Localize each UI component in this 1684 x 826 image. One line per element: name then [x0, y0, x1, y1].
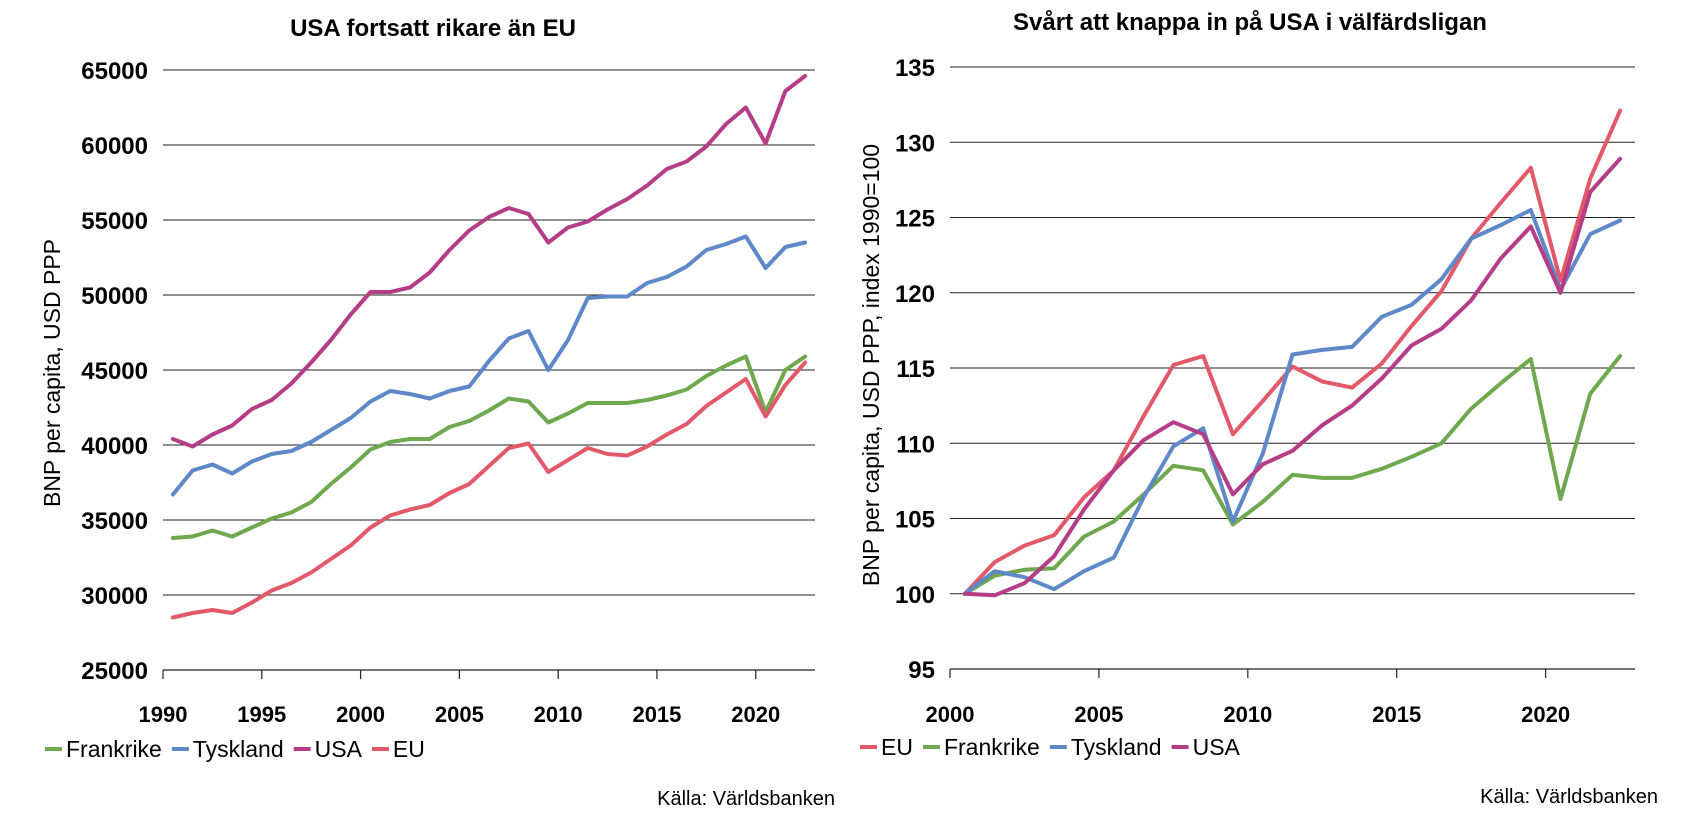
left-chart-x-tick-label: 2000: [336, 702, 385, 727]
left-chart-legend-item-tyskland: Tyskland: [171, 736, 284, 762]
left-chart-series-usa: [170, 74, 808, 449]
left-chart-y-tick-label: 45000: [81, 358, 148, 385]
left-chart-x-tick-label: 2010: [534, 702, 583, 727]
right-chart-title: Svårt att knappa in på USA i välfärdslig…: [1013, 9, 1487, 36]
left-chart-legend-label: Frankrike: [66, 736, 162, 762]
left-chart-legend-item-frankrike: Frankrike: [45, 736, 162, 762]
left-chart-x-tick-label: 1995: [237, 702, 286, 727]
left-chart-x-tick-label: 2005: [435, 702, 484, 727]
right-chart-series-eu: [962, 108, 1623, 596]
right-chart: Svårt att knappa in på USA i välfärdslig…: [858, 9, 1658, 808]
right-chart-y-tick-label: 115: [896, 356, 935, 383]
right-chart-source: Källa: Världsbanken: [1480, 786, 1658, 808]
right-chart-series-tyskland: [962, 208, 1623, 596]
left-chart-y-tick-label: 40000: [81, 433, 148, 460]
left-chart-y-tick-label: 60000: [81, 133, 148, 160]
left-chart-y-tick-label: 30000: [81, 583, 148, 610]
right-chart-y-tick-label: 95: [908, 657, 935, 684]
right-chart-legend: EU Frankrike Tyskland USA: [860, 734, 1241, 760]
right-chart-x-tick-label: 2000: [926, 702, 975, 727]
right-chart-legend-item-eu: EU: [860, 734, 913, 760]
left-chart-y-tick-label: 55000: [81, 208, 148, 235]
left-chart-x-tick-label: 2020: [731, 702, 780, 727]
left-chart-legend-label: Tyskland: [193, 736, 284, 762]
right-chart-x-tick-label: 2010: [1223, 702, 1272, 727]
right-chart-series-usa: [962, 156, 1623, 598]
right-chart-legend-label: Tyskland: [1071, 734, 1162, 760]
right-chart-y-tick-label: 125: [895, 206, 935, 233]
right-chart-x-tick-label: 2020: [1521, 702, 1570, 727]
left-chart-series: [170, 74, 808, 620]
left-chart-x-tick-label: 1990: [139, 702, 188, 727]
right-chart-series: [962, 108, 1623, 598]
right-chart-legend-item-usa: USA: [1171, 734, 1241, 760]
left-chart-y-tick-label: 50000: [81, 283, 148, 310]
right-chart-x-axis: 2000 2005 2010 2015 2020: [926, 669, 1570, 727]
left-chart-series-tyskland: [170, 234, 808, 497]
left-chart-legend-item-eu: EU: [371, 736, 425, 762]
left-chart-title: USA fortsatt rikare än EU: [290, 15, 576, 42]
left-chart-y-tick-label: 25000: [81, 658, 148, 685]
right-chart-y-tick-label: 135: [895, 55, 935, 82]
right-chart-legend-item-tyskland: Tyskland: [1049, 734, 1162, 760]
left-chart-y-axis-label: BNP per capita, USD PPP: [39, 239, 65, 507]
left-chart-source: Källa: Världsbanken: [657, 788, 835, 810]
right-chart-x-tick-label: 2015: [1372, 702, 1421, 727]
left-chart-legend-item-usa: USA: [293, 736, 363, 762]
right-chart-y-tick-label: 130: [895, 130, 935, 157]
left-chart-legend: Frankrike Tyskland USA EU: [45, 736, 425, 762]
right-chart-legend-item-frankrike: Frankrike: [922, 734, 1040, 760]
left-chart-x-axis: 1990 1995 2000 2005 2010 2015 2020: [139, 670, 780, 727]
right-chart-y-axis-label: BNP per capita, USD PPP, index 1990=100: [858, 144, 884, 586]
left-chart-y-tick-label: 65000: [81, 58, 148, 85]
right-chart-legend-label: USA: [1193, 734, 1241, 760]
right-chart-legend-label: EU: [881, 734, 913, 760]
right-chart-series-frankrike: [962, 354, 1623, 596]
left-chart: USA fortsatt rikare än EU BNP per capita…: [39, 15, 835, 810]
right-chart-x-tick-label: 2005: [1074, 702, 1123, 727]
left-chart-legend-label: EU: [393, 736, 425, 762]
right-chart-y-tick-label: 110: [896, 431, 935, 458]
right-chart-y-tick-label: 100: [895, 582, 935, 609]
right-chart-legend-label: Frankrike: [944, 734, 1040, 760]
right-chart-gridlines: [950, 66, 1635, 670]
left-chart-series-frankrike: [170, 354, 808, 540]
right-chart-y-ticks: 95 100 105 110 115 120 125 130 135: [895, 55, 935, 684]
right-chart-y-tick-label: 105: [895, 507, 935, 534]
left-chart-y-ticks: 25000 30000 35000 40000 45000 50000 55000 60000…: [81, 58, 148, 685]
right-chart-y-tick-label: 120: [895, 281, 935, 308]
left-chart-x-tick-label: 2015: [632, 702, 681, 727]
left-chart-series-eu: [170, 360, 808, 620]
left-chart-legend-label: USA: [315, 736, 363, 762]
left-chart-y-tick-label: 35000: [81, 508, 148, 535]
